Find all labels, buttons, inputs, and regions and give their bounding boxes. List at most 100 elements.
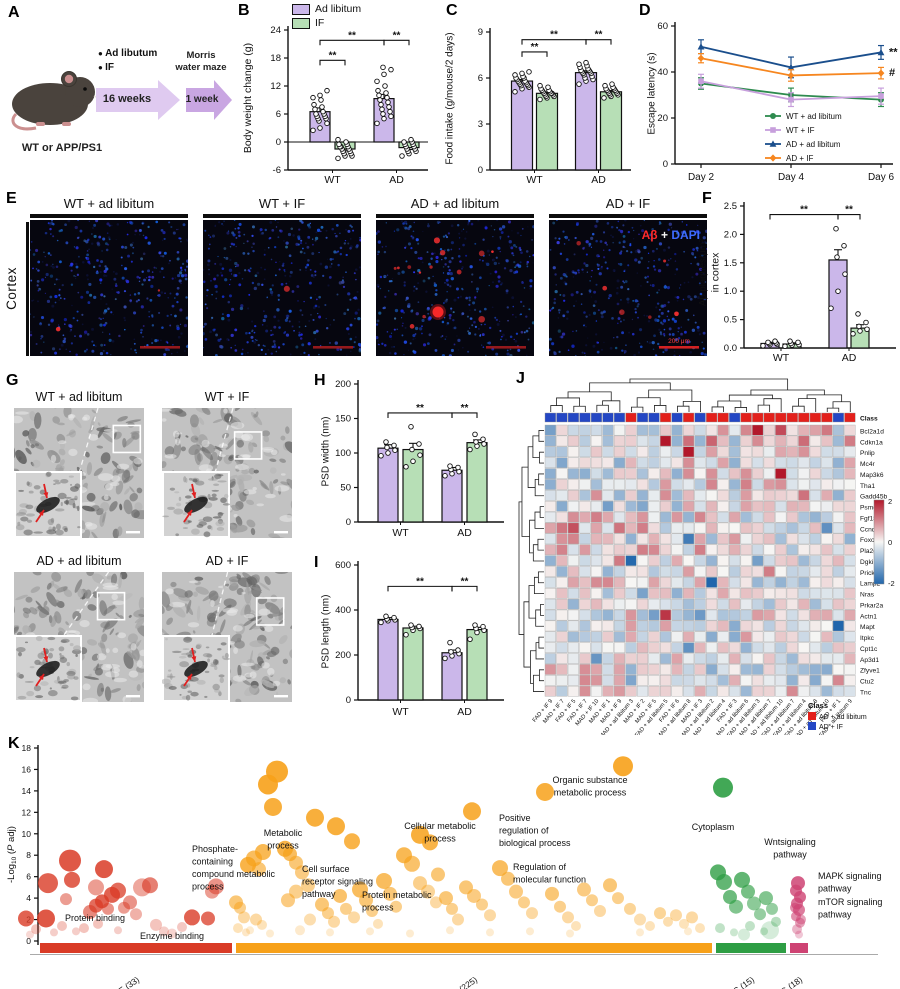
dapi-dim (177, 228, 180, 231)
dapi-nucleus (450, 248, 453, 251)
dapi-nucleus (78, 236, 80, 238)
heatmap-cell (717, 577, 729, 588)
dapi-nucleus (177, 273, 181, 278)
heatmap-cell (832, 566, 844, 577)
heatmap-cell (556, 675, 568, 686)
dapi-nucleus (273, 344, 277, 349)
class-cell (659, 412, 672, 423)
dapi-nucleus (300, 239, 303, 242)
dapi-nucleus (208, 234, 210, 237)
dapi-nucleus (36, 279, 40, 283)
legend-label: WT + IF (786, 126, 815, 135)
inset-texture (58, 646, 65, 652)
dapi-dim (648, 341, 652, 345)
heatmap-cell (590, 675, 603, 686)
y-tick-label: 600 (335, 560, 351, 571)
em-light-patch (113, 677, 127, 683)
heatmap-cell (786, 446, 798, 458)
dapi-nucleus (129, 294, 132, 296)
dapi-dim (107, 236, 111, 239)
dapi-nucleus (668, 327, 672, 331)
dapi-nucleus (350, 225, 353, 228)
heatmap-cell (798, 631, 810, 643)
heatmap-cell (706, 685, 718, 697)
dapi-nucleus (100, 343, 104, 347)
dapi-nucleus (573, 253, 576, 256)
dapi-nucleus (102, 317, 104, 320)
em-texture (100, 452, 111, 465)
dapi-nucleus (557, 308, 561, 312)
data-point (864, 326, 870, 333)
dapi-nucleus (562, 294, 566, 297)
dapi-dim (266, 297, 268, 300)
dapi-nucleus (81, 313, 84, 316)
go-term-bubble (759, 891, 773, 906)
dapi-nucleus (604, 241, 608, 245)
heatmap-cell (775, 587, 787, 599)
dapi-nucleus (499, 235, 502, 239)
heatmap-cell (683, 675, 695, 686)
dapi-nucleus (446, 290, 448, 293)
dapi-nucleus (285, 282, 288, 285)
dapi-nucleus (98, 317, 101, 320)
dapi-dim (298, 320, 301, 323)
dapi-nucleus (443, 302, 445, 304)
heatmap-cell (763, 544, 775, 556)
heatmap-cell (844, 587, 856, 599)
dapi-nucleus (124, 328, 126, 331)
dapi-nucleus (320, 225, 324, 229)
dapi-nucleus (603, 256, 606, 259)
dapi-dim (669, 237, 671, 240)
heatmap-cell (579, 424, 591, 436)
dapi-nucleus (178, 279, 182, 283)
dapi-dim (704, 240, 707, 244)
dapi-nucleus (75, 275, 77, 277)
dapi-nucleus (102, 349, 105, 352)
heatmap-cell (683, 435, 695, 447)
dendrogram-branch (537, 571, 544, 584)
heatmap-cell (798, 511, 810, 523)
dapi-nucleus (108, 238, 111, 241)
dapi-nucleus (303, 300, 305, 303)
dapi-dim (288, 281, 290, 283)
heatmap-cell (752, 533, 764, 545)
dapi-nucleus (144, 236, 148, 240)
dapi-nucleus (290, 262, 293, 265)
heatmap-cell (740, 424, 752, 436)
heatmap-cell (717, 653, 729, 664)
heatmap-cell (763, 435, 775, 447)
dapi-nucleus (157, 294, 161, 297)
heatmap-cell (544, 642, 556, 653)
dapi-nucleus (597, 341, 599, 344)
dapi-nucleus (114, 284, 118, 288)
dapi-nucleus (297, 235, 301, 239)
dapi-dim (401, 220, 403, 223)
dapi-nucleus (115, 282, 118, 285)
heatmap-cell (729, 620, 741, 632)
dapi-nucleus (130, 221, 134, 225)
go-annotation: MAPK signaling (818, 871, 882, 881)
dapi-nucleus (575, 330, 578, 332)
em-texture (104, 686, 112, 702)
em-light-patch (249, 671, 257, 679)
go-annotation: Protein metabolic (362, 890, 432, 900)
dapi-nucleus (519, 248, 522, 252)
dapi-dim (484, 225, 488, 229)
heatmap-cell (786, 544, 798, 556)
class-cell (683, 412, 695, 423)
heatmap-cell (821, 500, 833, 512)
dapi-dim (491, 281, 495, 284)
heatmap-cell (567, 566, 579, 577)
heatmap-cell (786, 653, 798, 664)
dapi-nucleus (581, 351, 584, 354)
em-texture (110, 573, 118, 586)
heatmap-cell (659, 522, 672, 534)
em-texture (74, 579, 83, 593)
dapi-nucleus (343, 242, 346, 245)
inset-texture (224, 493, 229, 499)
heatmap-cell (636, 522, 649, 534)
dapi-nucleus (97, 243, 101, 247)
dapi-dim (462, 347, 464, 349)
dapi-dim (159, 339, 162, 342)
dapi-nucleus (271, 228, 275, 232)
